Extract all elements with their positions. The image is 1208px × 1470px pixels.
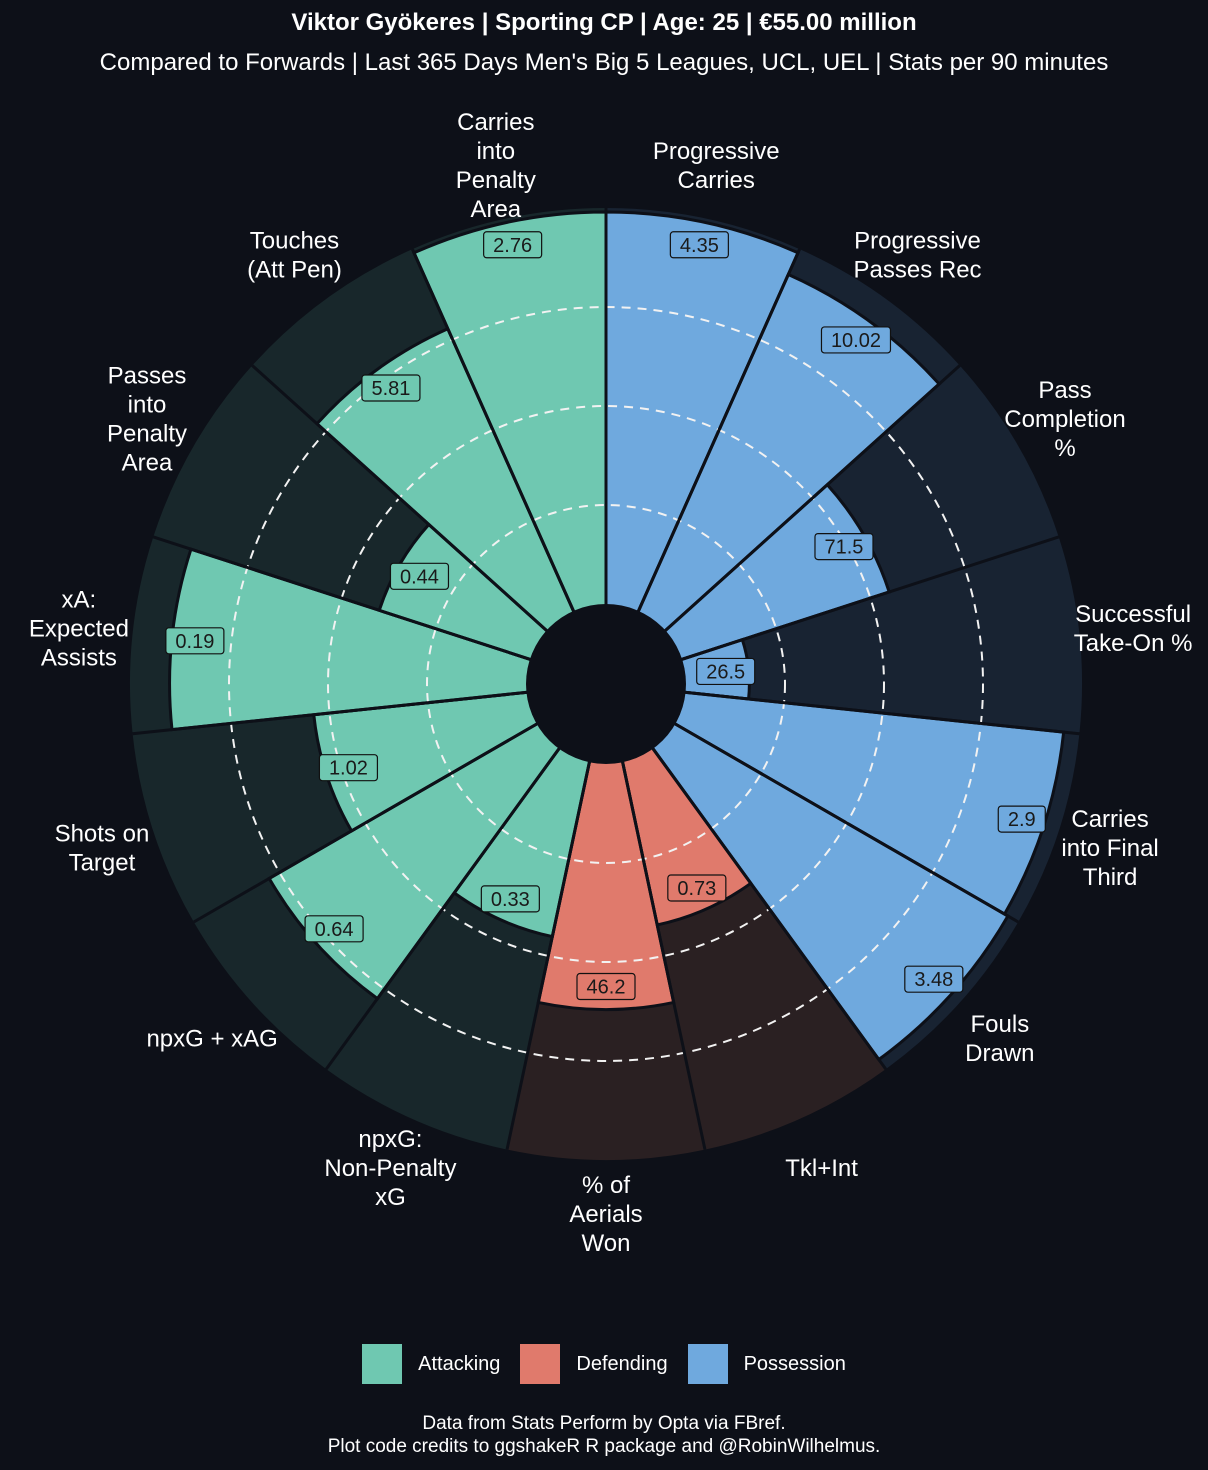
separator-8 [505,761,591,1150]
stat-label-fouls-drawn: Fouls Drawn [965,1011,1034,1067]
separator-1 [637,248,801,612]
gridline-75 [228,306,984,1062]
stat-label-progressive-carries: Progressive Carries [653,138,780,194]
svg-text:46.2: 46.2 [587,977,626,999]
svg-text:2.9: 2.9 [1008,809,1036,831]
stat-label-passes-into-penalty-area: Passes into Penalty Area [107,363,187,477]
svg-text:1.02: 1.02 [329,758,368,780]
gridline-50 [327,405,885,963]
gridline-25 [426,504,786,864]
value-label-xa-expected-assists: 0.19 [165,627,225,655]
svg-text:5.81: 5.81 [371,378,410,400]
separator-10 [193,722,538,924]
stat-label-successful-take-on: Successful Take-On % [1074,601,1193,657]
legend-label-defending: Defending [576,1352,668,1375]
page-subtitle: Compared to Forwards | Last 365 Days Men… [99,49,1109,76]
value-label-carries-into-penalty-area: 2.76 [483,231,543,259]
stat-label-npxg-xag: npxG + xAG [146,1026,277,1053]
legend-swatch-attacking [362,1344,403,1384]
svg-text:0.33: 0.33 [491,889,530,911]
svg-text:3.48: 3.48 [914,969,953,991]
value-labels: 4.35 10.02 71.5 26.5 2.9 3.48 0.73 46.2 0.33 0.64… [165,231,1046,1001]
value-label-progressive-passes-rec: 10.02 [820,326,892,354]
svg-text:4.35: 4.35 [680,235,719,257]
stat-label-shots-on-target: Shots on Target [55,820,150,876]
svg-text:10.02: 10.02 [831,330,881,352]
legend-swatch-possession [687,1344,728,1384]
value-label-tkl-int: 0.73 [667,874,727,902]
caption: Data from Stats Perform by Opta via FBre… [0,1412,1208,1458]
value-label-passes-into-penalty-area: 0.44 [389,562,450,590]
svg-text:0.19: 0.19 [175,631,214,653]
separator-6 [651,747,887,1070]
page-title: Viktor Gyökeres | Sporting CP | Age: 25 … [291,9,917,36]
svg-text:26.5: 26.5 [706,661,745,683]
legend-swatch-defending [520,1344,561,1384]
legend-item-possession: Possession [687,1344,846,1384]
separator-7 [621,761,707,1150]
caption-line-2: Plot code credits to ggshakeR R package … [327,1436,881,1457]
stat-label-xa-expected-assists: xA: Expected Assists [29,587,129,672]
separator-5 [674,722,1019,924]
value-label-progressive-carries: 4.35 [669,231,729,259]
legend-item-defending: Defending [520,1344,668,1384]
value-label-successful-take-on: 26.5 [696,657,756,686]
separator-11 [132,690,527,736]
legend-label-possession: Possession [743,1352,846,1375]
stat-label-touches-att-pen: Touches (Att Pen) [247,228,342,284]
svg-text:0.44: 0.44 [400,566,439,588]
separator-4 [685,690,1080,736]
separator-3 [681,535,1060,661]
value-label-touches-att-pen: 5.81 [361,374,421,402]
svg-text:0.64: 0.64 [315,919,354,941]
separator-2 [664,364,961,632]
stat-labels: Progressive Carries Progressive Passes Rec P… [29,109,1193,1257]
center-hole [526,604,686,764]
percentile-bars [168,210,1066,1062]
value-label-pass-completion: 71.5 [814,532,874,561]
legend-item-attacking: Attacking [362,1344,500,1384]
stat-label-of-aerials-won: % of Aerials Won [569,1172,642,1257]
separator-13 [251,364,548,632]
value-label-carries-into-final-third: 2.9 [997,805,1046,833]
separator-14 [411,248,575,612]
svg-text:0.73: 0.73 [677,878,716,900]
separator-12 [152,535,531,661]
value-label-fouls-drawn: 3.48 [904,965,964,993]
value-label-npxg-non-penalty-xg: 0.33 [480,885,540,913]
caption-line-1: Data from Stats Perform by Opta via FBre… [422,1413,786,1434]
stat-label-tkl-int: Tkl+Int [785,1155,858,1182]
legend-label-attacking: Attacking [418,1352,501,1375]
svg-text:2.76: 2.76 [493,235,532,257]
value-label-shots-on-target: 1.02 [318,754,379,782]
wedge-separators [132,208,1080,1150]
separator-9 [325,747,561,1070]
value-label-npxg-xag: 0.64 [304,915,364,943]
stat-label-progressive-passes-rec: Progressive Passes Rec [853,228,981,284]
legend: Attacking Defending Possession [0,1342,1208,1386]
stat-label-npxg-non-penalty-xg: npxG: Non-Penalty xG [324,1126,456,1211]
stat-label-carries-into-penalty-area: Carries into Penalty Area [456,109,536,223]
stat-label-carries-into-final-third: Carries into Final Third [1061,806,1158,891]
svg-text:71.5: 71.5 [825,537,864,559]
radial-gridlines [228,306,984,1062]
value-label-of-aerials-won: 46.2 [576,972,636,1001]
stat-label-pass-completion: Pass Completion% [1004,377,1125,462]
